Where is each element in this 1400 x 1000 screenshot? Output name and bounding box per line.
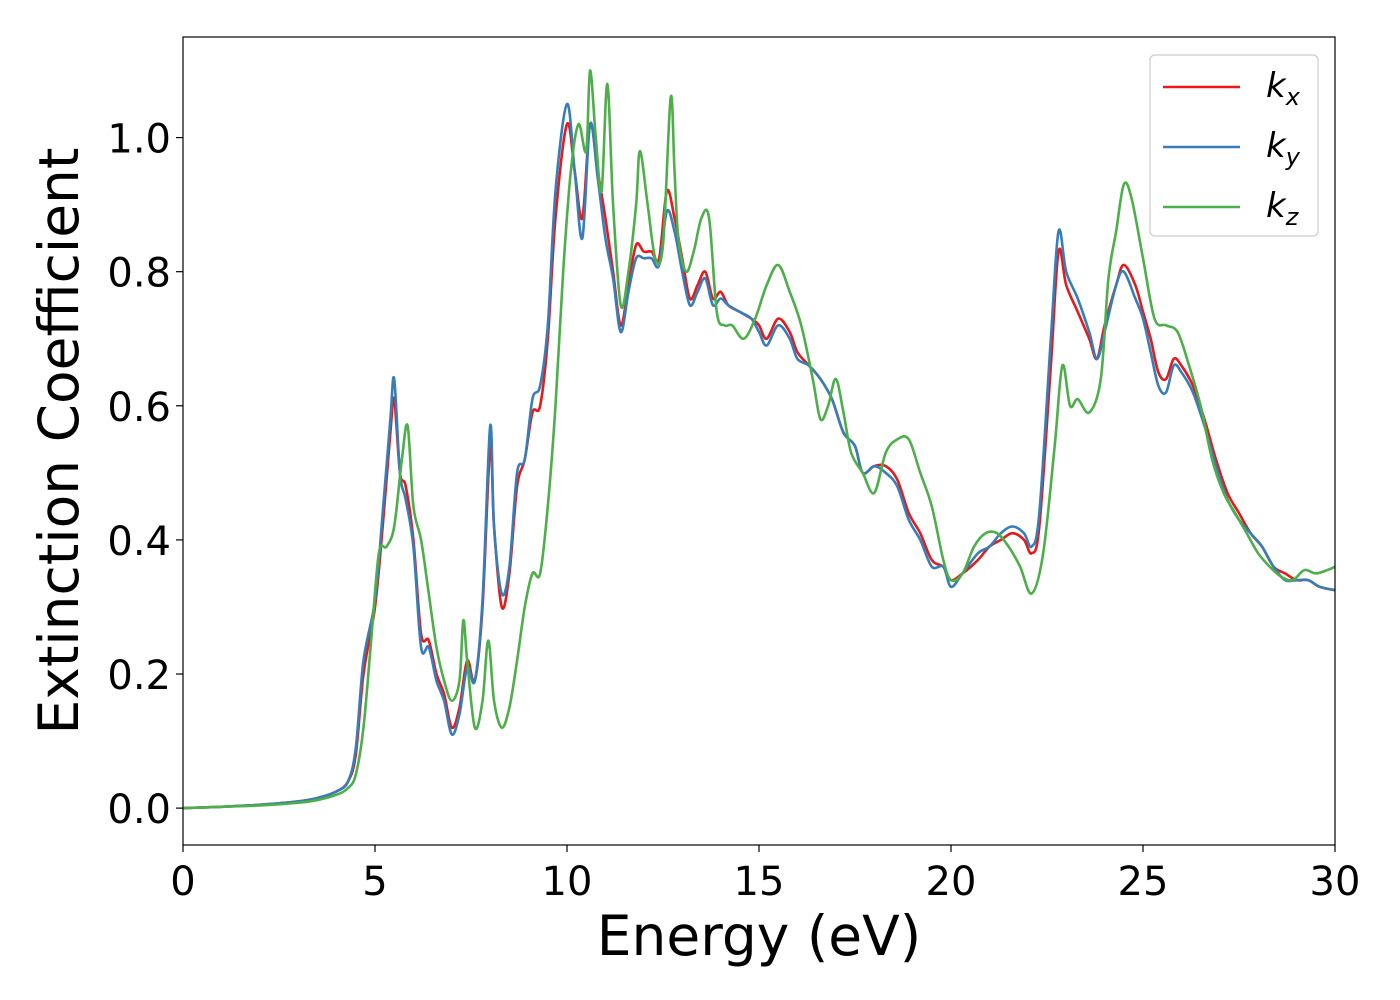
legend-label-y: ky <box>1266 126 1301 171</box>
y-tick-label: 0.8 <box>107 251 171 297</box>
x-tick-label: 30 <box>1310 859 1361 905</box>
y-axis: 0.0 0.2 0.4 0.6 0.8 1.0 <box>107 117 183 833</box>
legend-label-z: kz <box>1266 186 1300 231</box>
plot-area <box>183 37 1335 845</box>
x-tick-label: 5 <box>362 859 387 905</box>
y-tick-label: 0.6 <box>107 385 171 431</box>
x-axis-title: Energy (eV) <box>597 904 921 968</box>
legend-label-x: kx <box>1266 66 1301 111</box>
x-tick-label: 15 <box>734 859 785 905</box>
legend: kx ky kz <box>1149 54 1319 237</box>
series-line-y <box>183 102 1335 810</box>
y-axis-title: Extinction Coefficient <box>27 148 91 735</box>
x-tick-label: 0 <box>170 859 195 905</box>
y-tick-label: 0.4 <box>107 519 171 565</box>
y-tick-label: 0.2 <box>107 653 171 699</box>
series-line-z <box>183 69 1335 810</box>
x-tick-label: 25 <box>1118 859 1169 905</box>
series-layer <box>183 69 1335 810</box>
legend-box <box>1149 54 1319 237</box>
y-tick-label: 0.0 <box>107 787 171 833</box>
x-tick-label: 20 <box>926 859 977 905</box>
x-axis: 0 5 10 15 20 25 30 <box>170 845 1360 905</box>
x-tick-label: 10 <box>542 859 593 905</box>
y-tick-label: 1.0 <box>107 117 171 163</box>
